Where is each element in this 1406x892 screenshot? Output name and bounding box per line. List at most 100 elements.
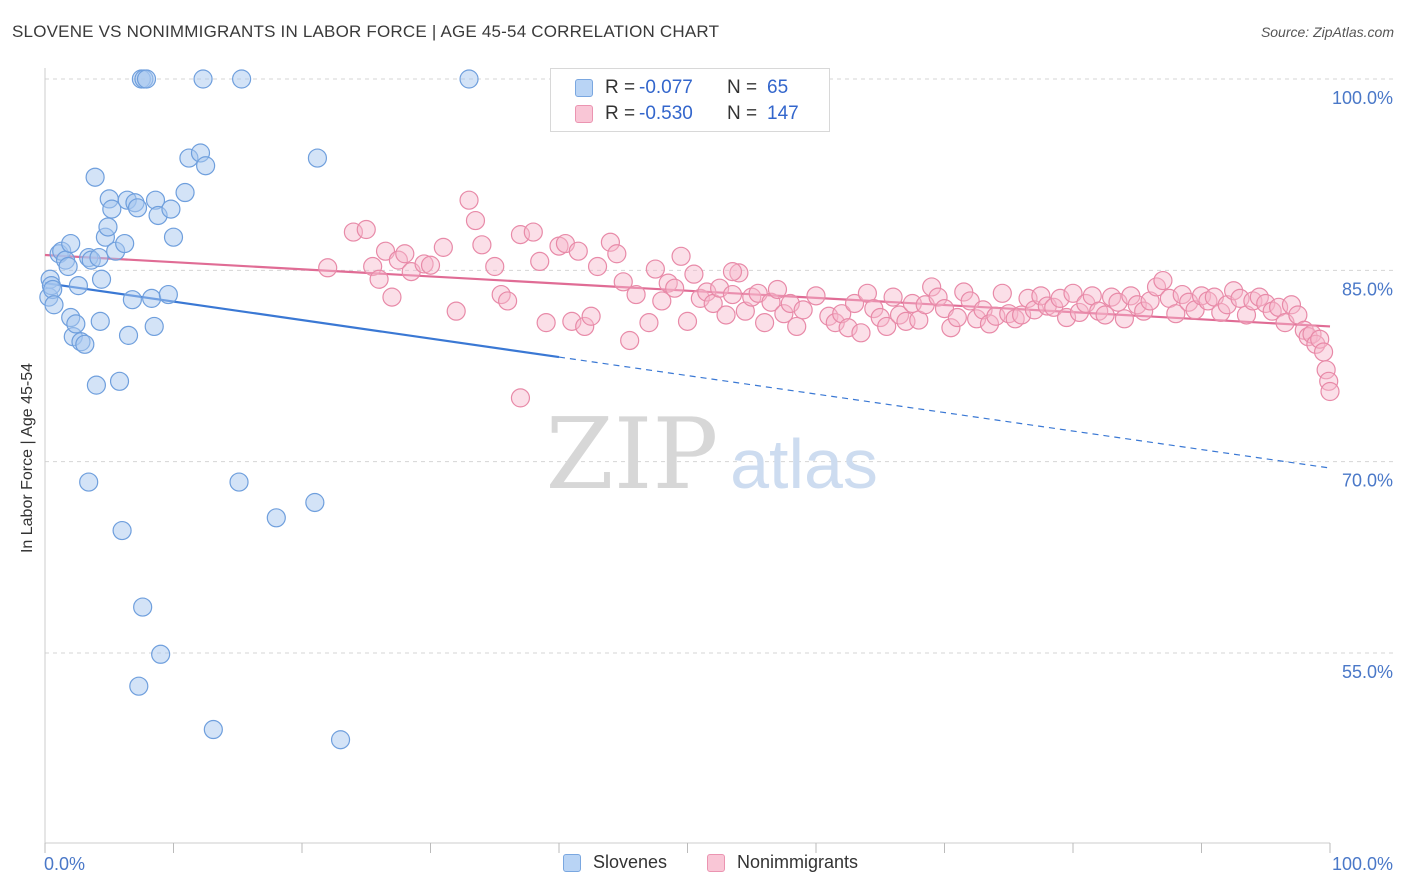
- nonimmigrants-point: [1140, 291, 1160, 311]
- nonimmigrants-point: [620, 330, 640, 351]
- slovenes-point: [66, 314, 86, 334]
- nonimmigrants-points: [318, 190, 1340, 408]
- nonimmigrants-point: [369, 269, 389, 289]
- slovenes-legend-label: Slovenes: [593, 852, 668, 872]
- slovenes-point: [118, 325, 139, 345]
- nonimmigrants-point: [928, 287, 948, 307]
- nonimmigrants-point: [1011, 305, 1032, 325]
- slovenes-point: [89, 247, 109, 268]
- slovenes-point: [122, 290, 142, 310]
- y-tick-label: 70.0%: [1342, 471, 1393, 491]
- slovenes-point: [142, 288, 162, 308]
- nonimmigrants-point: [697, 282, 717, 302]
- y-tick-label: 85.0%: [1342, 279, 1393, 299]
- slovenes-point: [161, 199, 181, 219]
- legend-row-slovenes: R = -0.077 N = 65: [575, 77, 788, 99]
- nonimmigrants-point: [459, 190, 479, 210]
- slovenes-point: [115, 233, 135, 254]
- slovenes-point: [75, 334, 95, 354]
- slovenes-point: [307, 148, 328, 168]
- slovenes-point: [193, 69, 213, 89]
- watermark-zip: ZIP: [546, 398, 719, 512]
- slovenes-point: [44, 295, 64, 315]
- nonimmigrants-point: [523, 222, 543, 242]
- nonimmigrants-point: [1313, 342, 1334, 362]
- nonimmigrants-point: [1095, 305, 1115, 325]
- slovenes-point: [330, 730, 351, 750]
- slovenes-point: [136, 69, 157, 89]
- nonimmigrants-point: [1031, 286, 1051, 306]
- legend-item-nonimmigrants: Nonimmigrants: [707, 852, 858, 873]
- nonimmigrants-point: [1101, 287, 1122, 307]
- chart-title: SLOVENE VS NONIMMIGRANTS IN LABOR FORCE …: [12, 22, 720, 41]
- nonimmigrants-point: [318, 258, 338, 278]
- nonimmigrants-point: [356, 219, 376, 240]
- slovenes-trend-line: [44, 282, 560, 359]
- slovenes-point: [91, 269, 112, 289]
- slovenes-point: [85, 167, 105, 187]
- nonimmigrants-point: [851, 323, 871, 343]
- slovenes-point: [133, 597, 153, 617]
- slovenes-point: [98, 217, 118, 237]
- nonimmigrants-point: [922, 277, 942, 297]
- nonimmigrants-point: [787, 316, 807, 337]
- slovenes-point: [58, 256, 78, 277]
- nonimmigrants-point: [1056, 307, 1077, 328]
- nonimmigrants-point: [562, 311, 582, 331]
- slovenes-points: [39, 69, 479, 750]
- n-label: N =: [727, 103, 758, 124]
- slovenes-point: [158, 284, 178, 305]
- nonimmigrants-point: [607, 244, 627, 264]
- slovenes-point: [102, 199, 122, 219]
- nonimmigrants-point: [433, 237, 453, 257]
- r-value: -0.077: [639, 77, 693, 98]
- slovenes-point: [86, 375, 107, 395]
- n-value: 65: [767, 77, 789, 98]
- nonimmigrants-point: [639, 313, 659, 333]
- slovenes-point: [266, 508, 286, 528]
- nonimmigrants-point: [587, 256, 608, 277]
- nonimmigrants-point: [722, 262, 743, 282]
- nonimmigrants-point: [626, 284, 646, 305]
- nonimmigrants-point: [1166, 304, 1186, 324]
- nonimmigrants-point: [1224, 281, 1244, 301]
- series-legend: Slovenes Nonimmigrants: [0, 852, 1406, 878]
- slovenes-point: [459, 69, 479, 89]
- x-tick-label-min: 0.0%: [44, 854, 85, 874]
- nonimmigrants-point: [665, 278, 685, 298]
- nonimmigrants-point: [722, 284, 743, 305]
- nonimmigrants-point: [575, 316, 595, 337]
- slovenes-point: [79, 472, 99, 492]
- nonimmigrants-point: [947, 307, 967, 328]
- slovenes-point: [196, 156, 216, 176]
- nonimmigrants-point: [1063, 283, 1083, 303]
- nonimmigrants-point: [530, 251, 550, 272]
- nonimmigrants-point: [498, 291, 518, 311]
- nonimmigrants-point: [645, 259, 665, 279]
- nonimmigrants-point: [1310, 329, 1330, 349]
- nonimmigrants-point: [395, 244, 415, 264]
- nonimmigrants-point: [414, 254, 434, 274]
- nonimmigrants-point: [979, 314, 1000, 334]
- nonimmigrants-point: [677, 311, 698, 331]
- slovenes-point: [151, 644, 171, 664]
- nonimmigrants-point: [716, 305, 736, 325]
- nonimmigrants-point: [992, 283, 1012, 303]
- nonimmigrants-point: [613, 272, 633, 292]
- nonimmigrants-point: [735, 301, 755, 321]
- nonimmigrants-point: [1316, 360, 1336, 380]
- nonimmigrants-point: [941, 318, 961, 338]
- nonimmigrants-point: [877, 316, 897, 337]
- nonimmigrants-point: [1211, 302, 1231, 323]
- nonimmigrants-point: [838, 318, 858, 338]
- nonimmigrants-point: [1050, 288, 1070, 308]
- nonimmigrants-point: [382, 287, 402, 307]
- slovenes-point: [144, 316, 164, 337]
- nonimmigrants-point: [536, 313, 556, 333]
- source-label: Source: ZipAtlas.com: [1260, 24, 1394, 40]
- nonimmigrants-point: [652, 291, 672, 311]
- watermark: ZIP atlas: [546, 398, 878, 512]
- grid-lines: [45, 78, 1395, 654]
- slovenes-point: [232, 69, 252, 89]
- nonimmigrants-point: [832, 304, 852, 324]
